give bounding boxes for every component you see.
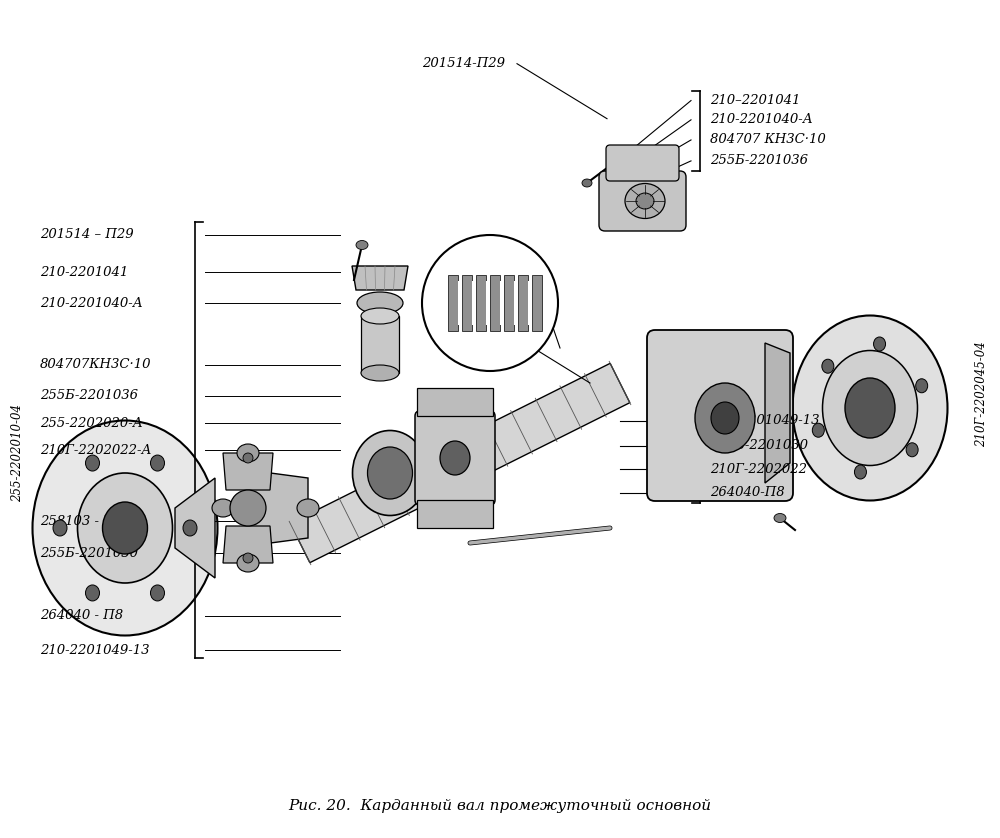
FancyBboxPatch shape [599, 171, 686, 231]
Text: 255-2202010-04: 255-2202010-04 [11, 404, 25, 501]
Ellipse shape [582, 179, 592, 187]
Text: 201514-П29: 201514-П29 [422, 57, 505, 70]
Ellipse shape [32, 421, 218, 635]
FancyBboxPatch shape [472, 281, 476, 325]
Ellipse shape [812, 423, 824, 437]
FancyBboxPatch shape [458, 281, 462, 325]
FancyBboxPatch shape [528, 281, 532, 325]
Ellipse shape [237, 444, 259, 462]
Text: 258103 - П29: 258103 - П29 [40, 515, 132, 528]
Polygon shape [223, 453, 273, 490]
Ellipse shape [297, 499, 319, 517]
Ellipse shape [78, 473, 173, 583]
Text: 210-2201049-13: 210-2201049-13 [40, 644, 150, 657]
Text: Рис. 20.  Карданный вал промежуточный основной: Рис. 20. Карданный вал промежуточный осн… [288, 799, 712, 813]
Text: 255-2202020-А: 255-2202020-А [40, 416, 143, 430]
Text: 210-2201041: 210-2201041 [40, 266, 128, 279]
FancyBboxPatch shape [532, 275, 542, 331]
Polygon shape [417, 500, 493, 528]
Text: 210-2201040-А: 210-2201040-А [40, 297, 143, 310]
Ellipse shape [625, 184, 665, 219]
Text: 255Б-2201030: 255Б-2201030 [710, 439, 808, 453]
Ellipse shape [854, 465, 866, 479]
Ellipse shape [822, 360, 834, 373]
Polygon shape [223, 526, 273, 563]
FancyBboxPatch shape [462, 275, 472, 331]
Text: 201514 – П29: 201514 – П29 [40, 228, 134, 241]
Ellipse shape [874, 337, 886, 351]
Text: 210-2201049-13: 210-2201049-13 [710, 414, 820, 427]
Polygon shape [248, 470, 308, 546]
Text: 210–2201041: 210–2201041 [710, 94, 800, 107]
Ellipse shape [822, 350, 918, 465]
Polygon shape [765, 343, 790, 483]
Ellipse shape [711, 402, 739, 434]
Circle shape [243, 453, 253, 463]
Ellipse shape [361, 365, 399, 381]
Ellipse shape [86, 455, 100, 471]
Ellipse shape [845, 378, 895, 438]
Ellipse shape [183, 520, 197, 536]
FancyBboxPatch shape [518, 275, 528, 331]
FancyBboxPatch shape [415, 411, 495, 505]
FancyBboxPatch shape [504, 275, 514, 331]
Text: 264040-П8: 264040-П8 [710, 486, 785, 499]
Ellipse shape [916, 379, 928, 393]
Ellipse shape [440, 441, 470, 475]
Text: 255Б-2201030: 255Б-2201030 [40, 546, 138, 560]
Ellipse shape [356, 241, 368, 250]
Polygon shape [290, 364, 630, 562]
Text: 804707 КΗ3С·10: 804707 КΗ3С·10 [710, 133, 826, 147]
FancyBboxPatch shape [476, 275, 486, 331]
Circle shape [230, 490, 266, 526]
FancyBboxPatch shape [448, 275, 458, 331]
Ellipse shape [906, 442, 918, 457]
FancyBboxPatch shape [486, 281, 490, 325]
Ellipse shape [150, 585, 164, 601]
FancyBboxPatch shape [514, 281, 518, 325]
Text: 210Г-2202045-04: 210Г-2202045-04 [976, 341, 988, 447]
Ellipse shape [636, 193, 654, 209]
Polygon shape [361, 316, 399, 373]
FancyBboxPatch shape [606, 145, 679, 181]
Ellipse shape [361, 308, 399, 324]
Text: 210-2201040-А: 210-2201040-А [710, 113, 813, 127]
Text: 264040 - П8: 264040 - П8 [40, 609, 123, 623]
Ellipse shape [357, 292, 403, 314]
Circle shape [422, 235, 558, 371]
Text: 804707КΗ3С·10: 804707КΗ3С·10 [40, 358, 152, 371]
Ellipse shape [53, 520, 67, 536]
FancyBboxPatch shape [647, 330, 793, 501]
Polygon shape [417, 388, 493, 416]
Text: 255Б-2201036: 255Б-2201036 [710, 154, 808, 168]
Ellipse shape [774, 514, 786, 523]
Ellipse shape [212, 499, 234, 517]
Ellipse shape [695, 383, 755, 453]
FancyBboxPatch shape [500, 281, 504, 325]
Polygon shape [175, 478, 215, 578]
Polygon shape [352, 266, 408, 290]
Text: 255Б-2201036: 255Б-2201036 [40, 389, 138, 402]
Ellipse shape [103, 502, 148, 554]
Ellipse shape [85, 585, 99, 601]
Ellipse shape [150, 455, 164, 471]
Ellipse shape [352, 431, 428, 515]
Ellipse shape [792, 315, 948, 500]
Ellipse shape [237, 554, 259, 572]
FancyBboxPatch shape [490, 275, 500, 331]
Text: 210Г-2202022-А: 210Г-2202022-А [40, 443, 152, 457]
Text: 210Г-2202022: 210Г-2202022 [710, 463, 807, 476]
Circle shape [243, 553, 253, 563]
Ellipse shape [368, 447, 413, 499]
